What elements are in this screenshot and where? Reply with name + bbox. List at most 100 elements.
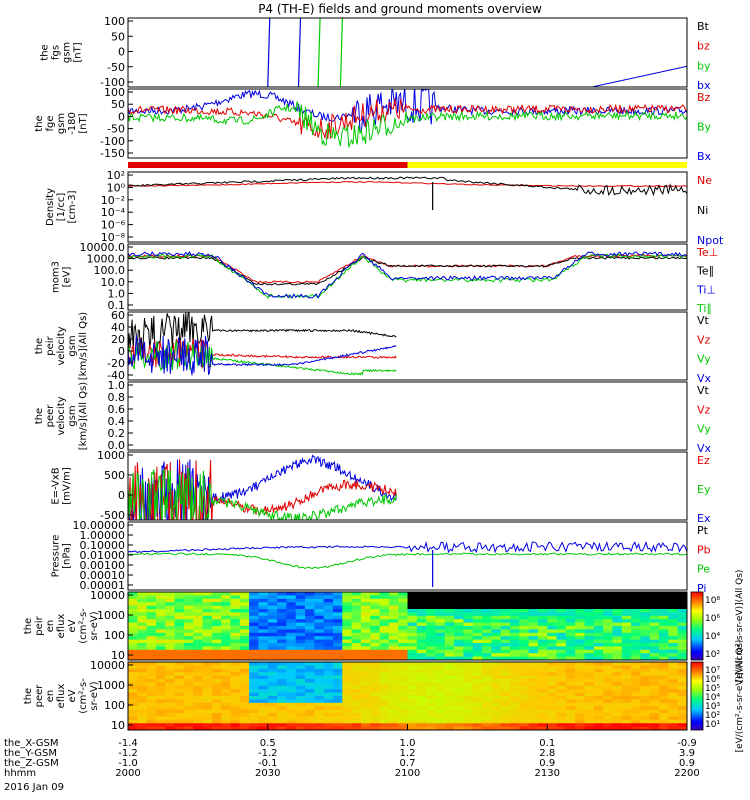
heatmap-cell	[416, 619, 427, 624]
heatmap-cell	[267, 668, 278, 673]
heatmap-cell	[649, 665, 660, 670]
heatmap-cell	[370, 612, 381, 617]
heatmap-cell	[612, 675, 623, 680]
colorbar	[690, 591, 704, 661]
heatmap-cell	[649, 649, 660, 654]
heatmap-cell	[519, 672, 530, 677]
heatmap-cell	[211, 615, 222, 620]
heatmap-cell	[128, 706, 138, 711]
heatmap-cell	[323, 643, 334, 647]
heatmap-cell	[454, 619, 464, 624]
heatmap-cell	[295, 592, 306, 596]
heatmap-cell	[183, 726, 194, 730]
heatmap-cell	[155, 689, 166, 694]
heatmap-cell	[509, 679, 520, 683]
heatmap-cell	[202, 605, 213, 610]
heatmap-cell	[379, 696, 390, 700]
heatmap-cell	[547, 675, 558, 680]
heatmap-cell	[305, 636, 315, 641]
heatmap-cell	[584, 615, 595, 620]
heatmap-cell	[528, 665, 539, 670]
heatmap-cell	[631, 692, 641, 697]
heatmap-cell	[435, 615, 446, 620]
heatmap-cell	[612, 639, 623, 644]
heatmap-cell	[519, 662, 530, 666]
heatmap-cell	[249, 653, 259, 658]
heatmap-cell	[593, 709, 604, 714]
heatmap-cell	[137, 612, 148, 617]
heatmap-cell	[519, 656, 530, 660]
heatmap-cell	[435, 653, 446, 658]
heatmap-cell	[202, 602, 213, 607]
heatmap-cell	[621, 649, 632, 654]
heatmap-cell	[528, 649, 539, 654]
heatmap-cell	[323, 649, 334, 654]
heatmap-cell	[509, 702, 520, 707]
heatmap-cell	[267, 675, 278, 680]
heatmap-cell	[482, 639, 492, 644]
heatmap-cell	[249, 696, 259, 700]
heatmap-cell	[472, 706, 483, 711]
heatmap-cell	[239, 653, 250, 658]
heatmap-cell	[267, 643, 278, 647]
heatmap-cell	[128, 682, 138, 687]
heatmap-cell	[351, 716, 362, 721]
heatmap-cell	[137, 609, 148, 613]
heatmap-cell	[575, 646, 586, 651]
heatmap-cell	[370, 713, 381, 717]
heatmap-cell	[249, 632, 259, 637]
heatmap-cell	[603, 696, 613, 700]
heatmap-cell	[565, 636, 576, 641]
heatmap-cell	[528, 632, 539, 637]
heatmap-cell	[370, 672, 381, 677]
heatmap-cell	[379, 646, 390, 651]
heatmap-cell	[463, 679, 474, 683]
heatmap-cell	[370, 662, 381, 666]
heatmap-cell	[323, 675, 334, 680]
heatmap-cell	[295, 622, 306, 627]
heatmap-cell	[258, 609, 269, 613]
heatmap-cell	[603, 716, 613, 721]
heatmap-cell	[491, 632, 502, 637]
heatmap-cell	[332, 609, 343, 613]
heatmap-cell	[537, 595, 548, 600]
heatmap-cell	[668, 626, 679, 630]
heatmap-cell	[137, 668, 148, 673]
heatmap-cell	[230, 713, 241, 717]
heatmap-cell	[267, 662, 278, 666]
panel-frame	[127, 17, 688, 88]
heatmap-cell	[509, 653, 520, 658]
heatmap-cell	[463, 615, 474, 620]
heatmap-cell	[370, 682, 381, 687]
legend-red: Te⊥	[696, 246, 718, 259]
heatmap-cell	[472, 612, 483, 617]
heatmap-cell	[286, 723, 297, 728]
heatmap-cell	[388, 716, 399, 721]
heatmap-cell	[556, 622, 567, 627]
heatmap-cell	[509, 605, 520, 610]
heatmap-cell	[677, 649, 687, 654]
heatmap-cell	[332, 632, 343, 637]
heatmap-cell	[398, 615, 408, 620]
heatmap-cell	[575, 692, 586, 697]
heatmap-cell	[537, 702, 548, 707]
heatmap-cell	[360, 609, 371, 613]
heatmap-cell	[305, 622, 315, 627]
heatmap-cell	[537, 709, 548, 714]
heatmap-cell	[500, 619, 511, 624]
panel-9-plot-area	[128, 592, 687, 660]
heatmap-cell	[621, 699, 632, 704]
heatmap-cell	[500, 656, 511, 660]
heatmap-cell	[277, 723, 287, 728]
heatmap-cell	[416, 685, 427, 690]
y-axis-label-line: velocity	[56, 396, 67, 435]
heatmap-cell	[221, 685, 231, 690]
heatmap-cell	[211, 649, 222, 654]
heatmap-cell	[509, 639, 520, 644]
heatmap-cell	[472, 716, 483, 721]
heatmap-cell	[286, 709, 297, 714]
heatmap-cell	[305, 719, 315, 724]
trace-By	[128, 101, 687, 148]
heatmap-cell	[556, 646, 567, 651]
heatmap-cell	[500, 706, 511, 711]
